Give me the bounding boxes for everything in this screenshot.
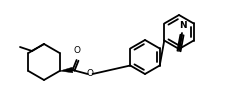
Text: N: N	[179, 21, 187, 30]
Text: O: O	[87, 69, 94, 77]
Polygon shape	[60, 67, 73, 73]
Text: O: O	[74, 46, 81, 55]
